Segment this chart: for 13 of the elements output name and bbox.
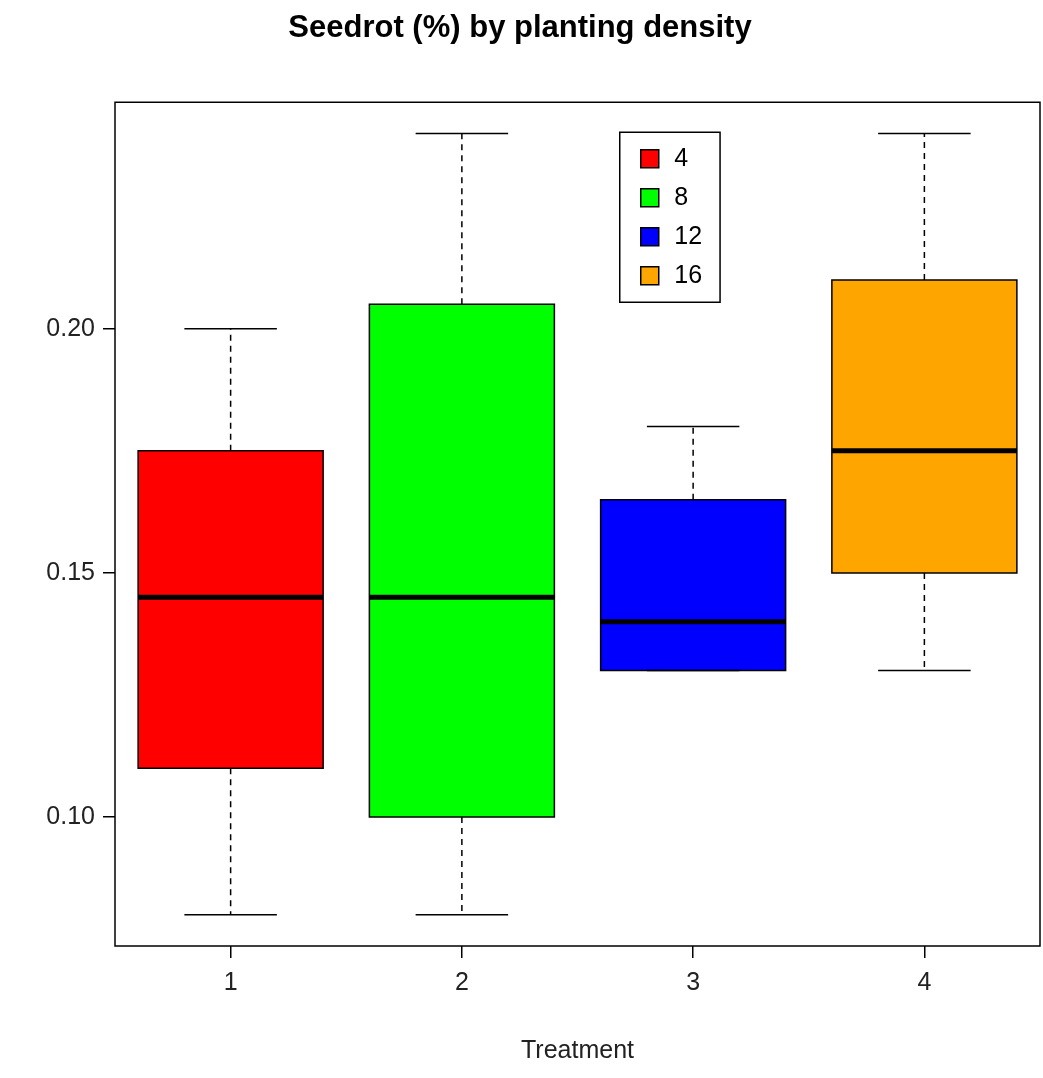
x-tick-label: 1 bbox=[223, 966, 238, 995]
y-tick-label: 0.10 bbox=[46, 800, 95, 829]
x-tick-label: 3 bbox=[686, 966, 701, 995]
x-axis-title: Treatment bbox=[520, 1034, 635, 1063]
legend-label: 16 bbox=[674, 259, 703, 288]
legend-label: 4 bbox=[674, 142, 689, 171]
chart-title: Seedrot (%) by planting density bbox=[288, 9, 753, 45]
y-tick-label: 0.20 bbox=[46, 312, 95, 341]
legend-label: 8 bbox=[674, 181, 689, 210]
legend-label: 12 bbox=[674, 220, 703, 249]
x-tick-label: 2 bbox=[454, 966, 469, 995]
x-tick-label: 4 bbox=[917, 966, 932, 995]
y-tick-label: 0.15 bbox=[46, 556, 95, 585]
